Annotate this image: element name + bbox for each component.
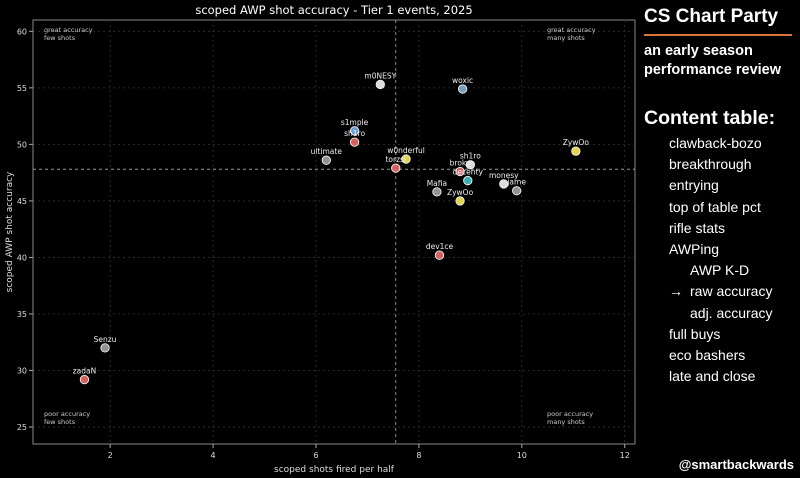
toc-item[interactable]: clawback-bozo — [640, 133, 800, 154]
data-point-label: ZywOo — [447, 188, 474, 197]
quadrant-label-bottom-left: poor accuracy — [44, 410, 90, 418]
data-point-label: jame — [506, 178, 526, 187]
subtitle-line: performance review — [644, 62, 782, 78]
y-tick-label: 25 — [17, 423, 27, 432]
data-point-label: sh1ro — [460, 152, 481, 161]
toc-item-label: clawback-bozo — [669, 135, 762, 151]
data-point — [349, 137, 360, 147]
toc-item[interactable]: full buys — [640, 324, 800, 345]
toc-item[interactable]: AWPing — [640, 239, 800, 260]
data-point — [391, 163, 401, 173]
subtitle-line: an early season — [644, 43, 753, 59]
toc-item-label: AWPing — [669, 240, 720, 257]
data-point-label: ZywOo — [563, 138, 590, 147]
data-point-label: decenty — [453, 168, 484, 177]
x-tick-label: 2 — [108, 451, 113, 460]
toc-item[interactable]: → raw accuracy — [640, 281, 800, 302]
table-of-contents: clawback-bozo breakthrough entrying top of … — [640, 133, 800, 387]
data-point-label: Senzu — [94, 335, 117, 344]
x-axis-label: scoped shots fired per half — [274, 465, 395, 475]
y-tick-label: 50 — [17, 140, 27, 149]
data-point — [512, 186, 522, 196]
toc-item[interactable]: adj. accuracy — [640, 303, 800, 324]
toc-item[interactable]: AWP K-D — [640, 260, 800, 281]
plot-frame — [32, 19, 636, 445]
brand-title: CS Chart Party — [644, 6, 779, 27]
data-point — [571, 146, 581, 156]
quadrant-label-bottom-left: few shots — [44, 418, 76, 426]
toc-item[interactable]: breakthrough — [640, 154, 800, 175]
quadrant-label-top-right: great accuracy — [547, 26, 596, 34]
author-handle: @smartbackwards — [678, 457, 794, 472]
toc-item-label: AWP K-D — [690, 262, 750, 279]
y-tick-label: 55 — [17, 84, 27, 93]
data-point-label: sh1ro — [344, 129, 365, 138]
toc-item[interactable]: top of table pct — [640, 197, 800, 218]
chart-area: 2 4 6 8 10 12 25 30 35 40 45 50 55 60 scoped AWP shot … — [5, 3, 636, 475]
x-tick-label: 4 — [211, 451, 216, 460]
x-tick-label: 8 — [416, 451, 421, 460]
data-point-label: w0nderful — [387, 146, 425, 155]
data-point-label: woxic — [452, 76, 473, 85]
data-point-label: Mafia — [427, 179, 447, 188]
toc-item[interactable]: rifle stats — [640, 218, 800, 239]
toc-item-label: entrying — [669, 177, 719, 194]
data-point — [457, 84, 468, 94]
side-panel: CS Chart Party an early season performan… — [640, 0, 800, 478]
quadrant-label-top-right: many shots — [547, 34, 585, 42]
quadrant-label-bottom-right: many shots — [547, 418, 585, 426]
toc-item-label: rifle stats — [669, 219, 726, 236]
data-point — [401, 154, 411, 164]
data-point-label: m0NESY — [364, 71, 396, 80]
toc-item-label: raw accuracy — [690, 283, 773, 300]
scatter-chart: 2 4 6 8 10 12 25 30 35 40 45 50 55 60 scoped AWP shot … — [5, 3, 636, 475]
data-point-label: broky — [450, 159, 471, 168]
data-point — [434, 250, 445, 260]
data-point — [375, 79, 385, 90]
current-arrow-icon: → — [669, 283, 683, 300]
y-tick-label: 60 — [17, 27, 27, 36]
y-tick-label: 30 — [17, 367, 27, 376]
toc-heading: Content table: — [644, 107, 776, 129]
toc-item-label: breakthrough — [669, 156, 752, 173]
data-point — [349, 126, 360, 136]
toc-item-label: late and close — [669, 368, 756, 385]
data-point-label: dev1ce — [426, 242, 454, 251]
data-point — [463, 175, 473, 186]
quadrant-label-bottom-right: poor accuracy — [547, 410, 593, 418]
chart-title: scoped AWP shot accuracy - Tier 1 events… — [195, 3, 472, 17]
data-point — [100, 343, 110, 353]
quadrant-label-top-left: few shots — [44, 34, 76, 42]
toc-item[interactable]: eco bashers — [640, 345, 800, 366]
toc-item-label: eco bashers — [669, 346, 746, 363]
data-point — [465, 160, 476, 170]
data-point — [455, 196, 465, 206]
data-point — [432, 187, 442, 197]
y-axis-label: scoped AWP shot accuracy — [5, 171, 15, 292]
brand-underline — [644, 34, 792, 36]
x-tick-label: 10 — [517, 451, 527, 460]
data-point-label: monesy — [489, 171, 519, 180]
toc-item[interactable]: entrying — [640, 175, 800, 196]
data-point-label: torzsi — [385, 155, 406, 164]
y-tick-label: 35 — [17, 310, 27, 319]
data-point — [321, 155, 331, 165]
toc-item[interactable]: late and close — [640, 366, 800, 387]
toc-item-label: top of table pct — [669, 198, 761, 215]
data-point-label: zadaN — [73, 367, 97, 376]
toc-item-label: full buys — [669, 325, 721, 342]
quadrant-label-top-left: great accuracy — [44, 26, 93, 34]
data-point-label: ultimate — [311, 147, 343, 156]
x-tick-label: 6 — [313, 451, 318, 460]
subtitle: an early season performance review — [644, 42, 800, 80]
y-tick-label: 40 — [17, 253, 27, 262]
data-point — [455, 166, 465, 177]
data-point — [79, 374, 90, 385]
x-tick-label: 12 — [620, 451, 630, 460]
toc-item-label: adj. accuracy — [690, 304, 773, 321]
data-point-label: s1mple — [341, 118, 369, 127]
y-tick-label: 45 — [17, 197, 27, 206]
data-point — [499, 179, 509, 189]
